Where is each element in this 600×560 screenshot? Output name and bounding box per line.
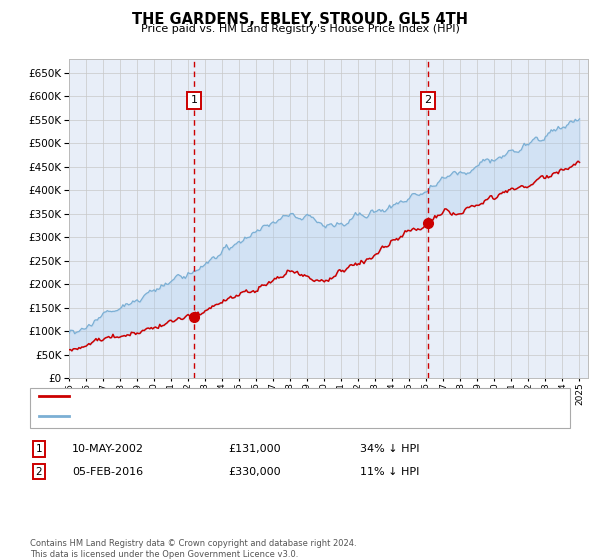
Text: 2: 2 xyxy=(35,466,43,477)
Text: THE GARDENS, EBLEY, STROUD, GL5 4TH (detached house): THE GARDENS, EBLEY, STROUD, GL5 4TH (det… xyxy=(72,391,364,401)
Text: 34% ↓ HPI: 34% ↓ HPI xyxy=(360,444,419,454)
Text: £330,000: £330,000 xyxy=(228,466,281,477)
Text: HPI: Average price, detached house, Stroud: HPI: Average price, detached house, Stro… xyxy=(72,410,285,421)
Text: 2: 2 xyxy=(424,95,431,105)
Text: Contains HM Land Registry data © Crown copyright and database right 2024.
This d: Contains HM Land Registry data © Crown c… xyxy=(30,539,356,559)
Text: THE GARDENS, EBLEY, STROUD, GL5 4TH: THE GARDENS, EBLEY, STROUD, GL5 4TH xyxy=(132,12,468,27)
Text: 05-FEB-2016: 05-FEB-2016 xyxy=(72,466,143,477)
Text: 10-MAY-2002: 10-MAY-2002 xyxy=(72,444,144,454)
Text: Price paid vs. HM Land Registry's House Price Index (HPI): Price paid vs. HM Land Registry's House … xyxy=(140,24,460,34)
Text: 1: 1 xyxy=(35,444,43,454)
Text: £131,000: £131,000 xyxy=(228,444,281,454)
Text: 1: 1 xyxy=(191,95,198,105)
Text: 11% ↓ HPI: 11% ↓ HPI xyxy=(360,466,419,477)
